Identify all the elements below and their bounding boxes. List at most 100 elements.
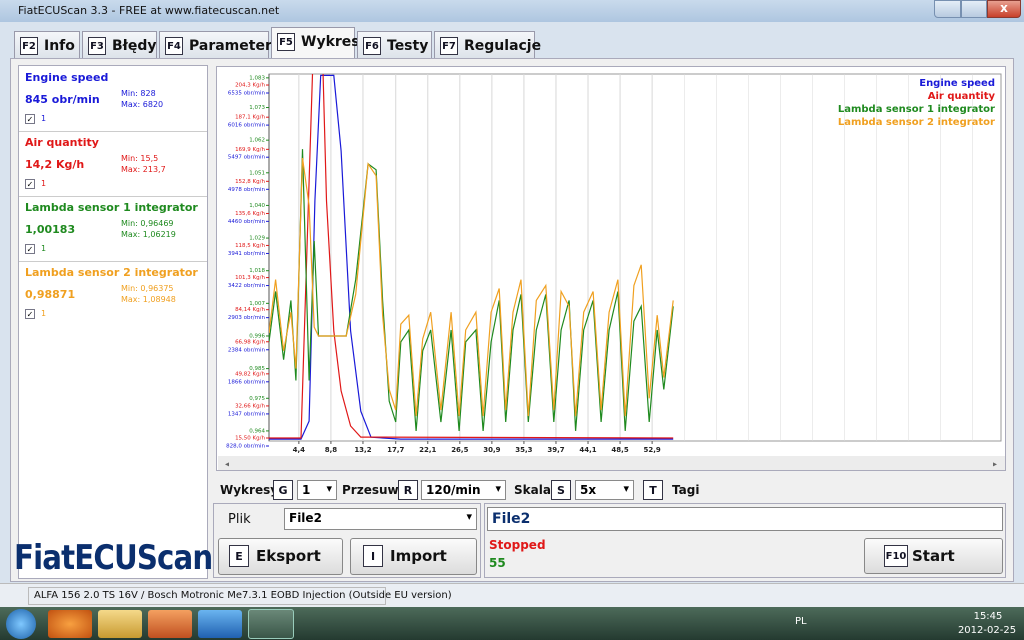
tab-label: Testy: [387, 38, 429, 54]
language[interactable]: PL: [795, 616, 807, 627]
window-title: FiatECUScan 3.3 - FREE at www.fiatecusca…: [18, 4, 280, 17]
chart: ◂ ▸ 4,4 8,8 13,2 17,7 22,1 26,5 30,9 35,3 39,7 44…: [216, 66, 1006, 471]
y-tick-label: 1,007: [249, 301, 265, 307]
x-tick-label: 39,7: [547, 446, 564, 454]
start-orb[interactable]: [6, 609, 36, 639]
status-text: ALFA 156 2.0 TS 16V / Bosch Motronic Me7…: [28, 587, 452, 605]
legend-entry: Air quantity: [928, 91, 996, 102]
y-tick-label: 1,062: [249, 138, 265, 144]
y-tick-label: 1,083: [249, 75, 265, 81]
maximize-button[interactable]: [961, 0, 987, 18]
series-line: [269, 157, 674, 417]
x-tick-label: 22,1: [419, 446, 436, 454]
button-label: Eksport: [256, 547, 321, 565]
parameter-value: 14,2 Kg/h: [25, 158, 85, 171]
taskbar-app[interactable]: [148, 610, 192, 638]
parameter-max: Max: 213,7: [121, 165, 166, 174]
x-tick-label: 52,9: [643, 446, 660, 454]
x-tick-label: 8,8: [325, 446, 338, 454]
parameter-max: Max: 1,06219: [121, 230, 176, 239]
taskbar-app[interactable]: [48, 610, 92, 638]
y-tick-label: 0,996: [249, 333, 265, 339]
y-tick-label: 1,029: [249, 236, 265, 242]
tab-label: Regulacje: [464, 38, 542, 54]
y-tick-label: 169,9 Kg/h: [235, 147, 265, 153]
y-tick-label: 15,50 Kg/h: [235, 436, 265, 442]
y-tick-label: 1,073: [249, 105, 265, 111]
separator: [19, 196, 207, 197]
dropdown[interactable]: 120/min: [421, 480, 506, 500]
key-hint: F5: [277, 33, 295, 51]
key-hint: F6: [363, 37, 381, 55]
key-hint: F2: [20, 37, 38, 55]
tab-label: Błędy: [112, 38, 157, 54]
x-tick-label: 13,2: [354, 446, 371, 454]
scrollbar[interactable]: [218, 456, 1006, 471]
button-label: Import: [390, 547, 447, 565]
scroll-left[interactable]: ◂: [225, 460, 229, 469]
series-line: [269, 74, 674, 439]
parameter-min: Min: 0,96375: [121, 284, 174, 293]
x-tick-label: 30,9: [483, 446, 500, 454]
taskbar-app[interactable]: [198, 610, 242, 638]
tab-label: Wykres: [301, 34, 360, 50]
y-tick-label: 204,3 Kg/h: [235, 83, 265, 89]
button-label: Start: [912, 547, 955, 565]
parameter-value: 845 obr/min: [25, 93, 100, 106]
checkbox[interactable]: ✓: [25, 179, 35, 189]
y-tick-label: 187,1 Kg/h: [235, 115, 265, 121]
close-button[interactable]: x: [987, 0, 1021, 18]
separator: [19, 131, 207, 132]
legend-entry: Engine speed: [919, 78, 995, 89]
control-label: Przesuw: [342, 483, 399, 497]
plot-lines: [269, 74, 674, 440]
checkbox[interactable]: ✓: [25, 114, 35, 124]
key-hint: E: [229, 545, 249, 567]
parameter-name: Air quantity: [25, 136, 99, 149]
key-hint: F4: [165, 37, 183, 55]
key-hint: F10: [884, 545, 908, 567]
parameter-min: Min: 0,96469: [121, 219, 174, 228]
y-tick-label: 1,051: [249, 170, 265, 176]
file-name-field[interactable]: File2: [487, 507, 1003, 531]
dropdown[interactable]: 5x: [575, 480, 634, 500]
separator: [19, 261, 207, 262]
y-tick-label: 5497 obr/min: [228, 155, 266, 161]
y-tick-label: 32,66 Kg/h: [235, 403, 265, 409]
x-tick-label: 26,5: [451, 446, 468, 454]
parameter-min: Min: 15,5: [121, 154, 159, 163]
dropdown[interactable]: 1: [297, 480, 337, 500]
checkbox[interactable]: ✓: [25, 244, 35, 254]
checkbox[interactable]: ✓: [25, 309, 35, 319]
taskbar-app[interactable]: [248, 609, 294, 639]
scroll-right[interactable]: ▸: [993, 460, 997, 469]
title-bar: [0, 0, 1024, 22]
key-hint: I: [363, 545, 383, 567]
taskbar-app[interactable]: [98, 610, 142, 638]
control-label: Tagi: [672, 483, 700, 497]
parameter-name: Lambda sensor 2 integrator: [25, 266, 198, 279]
logo: FiatECUScan: [14, 538, 213, 578]
y-tick-label: 135,6 Kg/h: [235, 211, 265, 217]
y-tick-label: 4460 obr/min: [228, 219, 266, 225]
grid-continuation: [653, 74, 1001, 441]
file-dropdown[interactable]: File2: [284, 508, 477, 530]
y-tick-label: 49,82 Kg/h: [235, 371, 265, 377]
y-tick-label: 3941 obr/min: [228, 251, 266, 257]
x-tick-label: 48,5: [611, 446, 628, 454]
y-tick-label: 1,040: [249, 203, 265, 209]
y-tick-label: 0,964: [249, 428, 265, 434]
y-tick-label: 66,98 Kg/h: [235, 339, 265, 345]
control-label: Wykresy: [220, 483, 279, 497]
tab-label: Info: [44, 38, 75, 54]
y-tick-label: 2903 obr/min: [228, 315, 266, 321]
y-tick-label: 101,3 Kg/h: [235, 275, 265, 281]
y-tick-label: 1,018: [249, 268, 265, 274]
parameter-value: 1,00183: [25, 223, 76, 236]
checkbox-label: 1: [41, 309, 47, 318]
control-label: Skala: [514, 483, 551, 497]
y-tick-label: 0,975: [249, 396, 265, 402]
minimize-button[interactable]: [934, 0, 961, 18]
parameter-panel: Engine speed 845 obr/min Min: 828 Max: 6820…: [18, 65, 208, 579]
parameter-max: Max: 1,08948: [121, 295, 176, 304]
